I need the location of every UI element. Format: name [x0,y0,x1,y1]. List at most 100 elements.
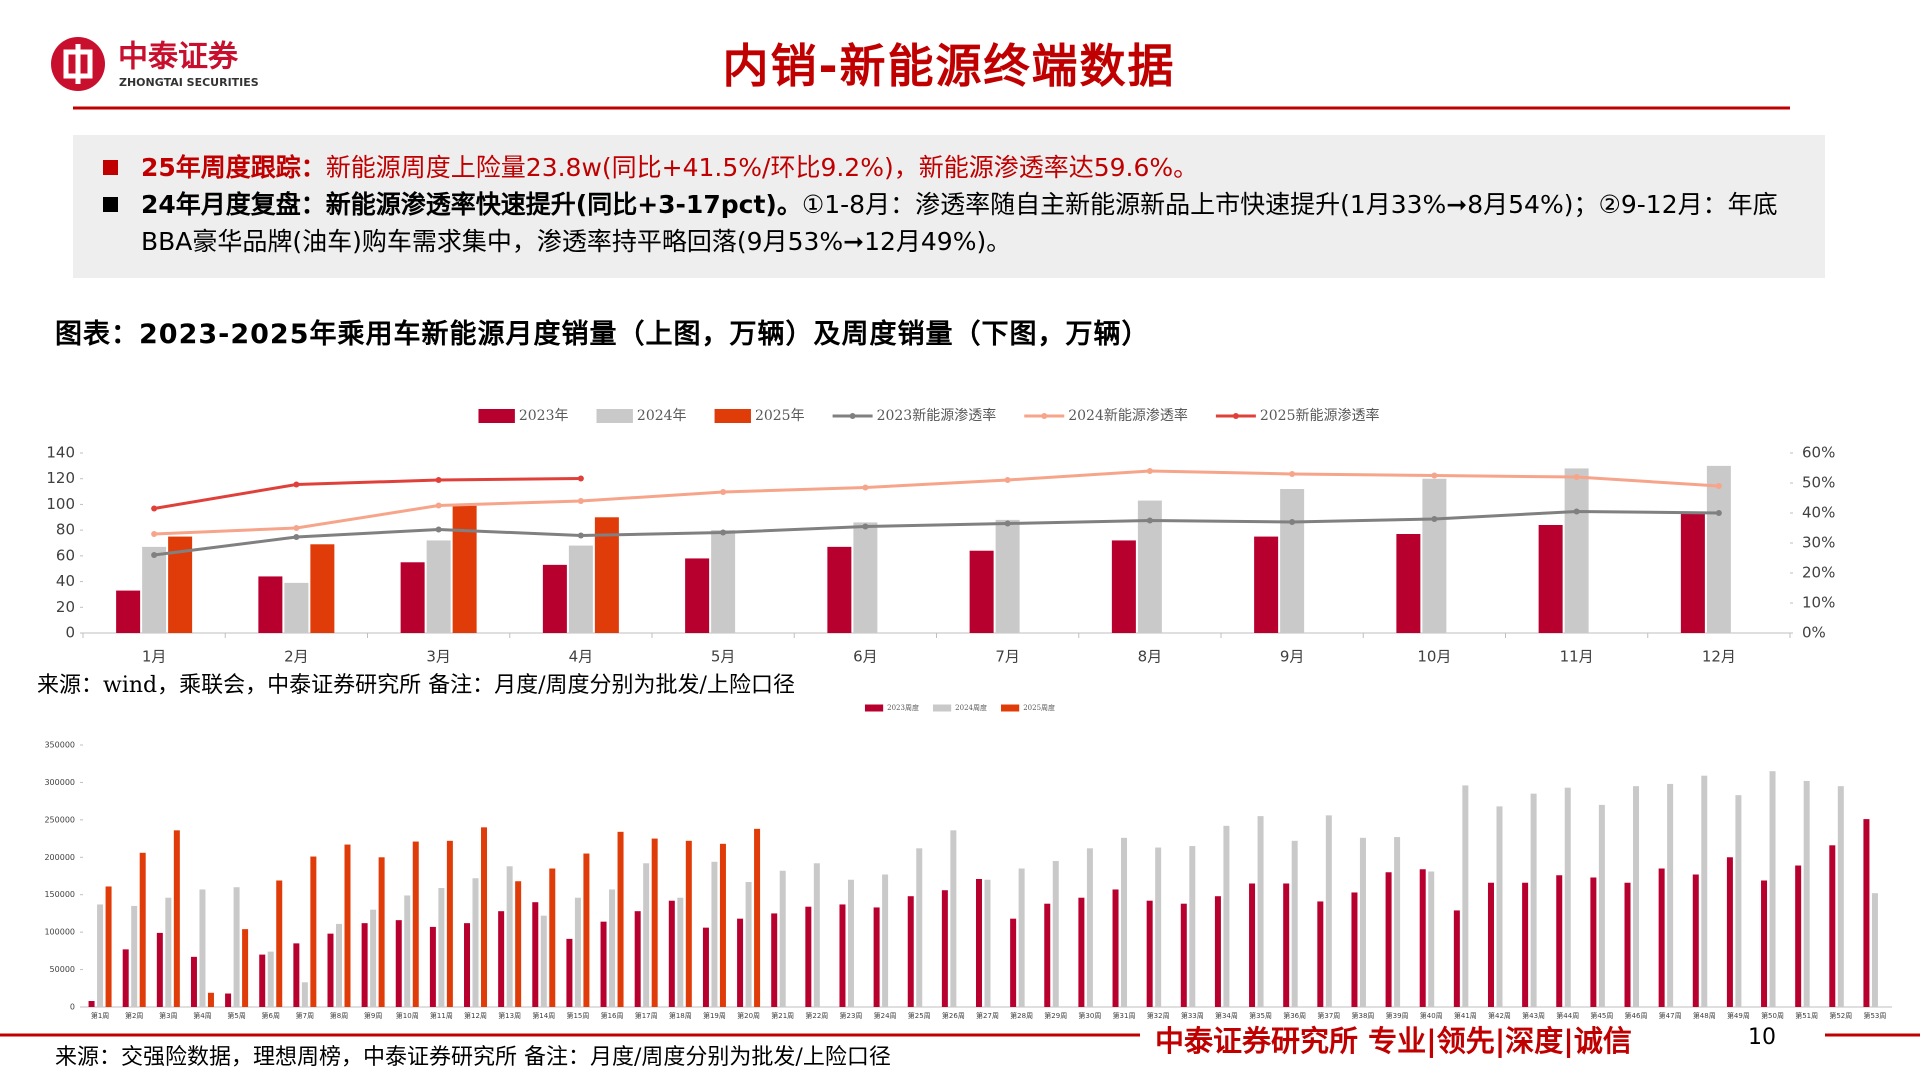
legend-swatch [478,409,515,423]
bar [1214,896,1221,1007]
bar [1761,880,1768,1007]
x-tick-label: 第10周 [396,1011,419,1020]
bar [882,874,889,1007]
x-tick-label: 第29周 [1044,1011,1067,1020]
bar [472,878,479,1007]
bar [335,923,342,1007]
bar [1078,897,1085,1007]
y2-tick-label: 20% [1802,564,1835,582]
bar [1769,771,1776,1007]
bar [1667,783,1674,1007]
x-tick-label: 第42周 [1488,1011,1511,1020]
y-tick-label: 20 [56,598,75,616]
bar [1633,786,1640,1007]
y-tick-label: 350000 [44,741,75,750]
legend-swatch [714,409,751,423]
legend-label: 2023周度 [887,703,919,712]
bar [1680,512,1705,633]
bar [1863,819,1870,1007]
bar [574,897,581,1007]
bar [1155,847,1162,1007]
bar [853,522,878,633]
bar [97,904,104,1007]
slide-title: 内销-新能源终端数据 [722,39,1176,93]
bar [515,881,522,1007]
x-tick-label: 第52周 [1829,1011,1852,1020]
bullet-marker [103,160,118,175]
bar [242,929,249,1007]
bar [301,982,308,1007]
line-point [151,552,158,558]
x-tick-label: 第36周 [1283,1011,1306,1020]
bar [1086,848,1093,1007]
line-point [293,481,300,488]
bar [1280,489,1305,633]
source-note: 来源：交强险数据，理想周榜，中泰证券研究所 备注：月度/周度分别为批发/上险口径 [55,1045,891,1070]
bar [1530,793,1537,1007]
x-tick-label: 第50周 [1761,1011,1784,1020]
y-tick-label: 40 [56,572,75,590]
bar [1052,861,1059,1007]
bar [827,546,852,633]
line-point [1146,468,1153,474]
x-tick-label: 第9周 [364,1011,382,1020]
x-tick-label: 第1周 [91,1011,109,1020]
x-tick-label: 第8周 [330,1011,348,1020]
bar [429,926,436,1007]
bar [609,889,616,1007]
bullet-marker [103,197,118,212]
bar [779,870,786,1007]
x-tick-label: 第3周 [159,1011,177,1020]
bar [190,956,197,1007]
logo-cn: 中泰证券 [118,40,239,75]
logo: 中泰证券 ZHONGTAI SECURITIES [51,37,259,91]
bar [173,830,180,1007]
bar [568,545,593,633]
bar [1254,536,1279,633]
bar [361,923,368,1007]
bar [1795,865,1802,1007]
x-tick-label: 第2周 [125,1011,143,1020]
bar [839,904,846,1007]
y2-tick-label: 50% [1802,474,1835,492]
x-tick-label: 第6周 [261,1011,279,1020]
bar [327,933,334,1007]
line-point [435,502,442,509]
bar [1359,837,1366,1007]
y-tick-label: 300000 [44,778,75,787]
line-point [720,489,727,495]
bar [1522,882,1529,1007]
x-tick-label: 5月 [711,648,736,666]
x-tick-label: 第13周 [498,1011,521,1020]
line-point [1715,483,1722,489]
x-tick-label: 第46周 [1625,1011,1648,1020]
x-tick-label: 6月 [853,648,878,666]
line-point [1573,474,1580,480]
x-tick-label: 第23周 [840,1011,863,1020]
x-tick-label: 第21周 [771,1011,794,1020]
line-point [720,529,727,536]
bar [1428,871,1435,1007]
x-tick-label: 第53周 [1863,1011,1886,1020]
bar [370,909,377,1007]
x-tick-label: 2月 [284,648,309,666]
y2-tick-label: 30% [1802,534,1835,552]
line-point [1004,477,1011,483]
bar [1146,900,1153,1007]
line-point [151,505,158,512]
x-tick-label: 第4周 [193,1011,211,1020]
line-point [1146,517,1153,524]
line-point [1431,472,1438,479]
bar [1624,882,1631,1007]
footer-slogan: 中泰证券研究所 专业|领先|深度|诚信 [1155,1024,1632,1058]
legend-swatch [596,409,633,423]
legend: 2023周度 2024周度 2025周度 [864,703,1055,712]
bar [1487,882,1494,1007]
bar [1735,795,1742,1007]
bar [464,923,471,1007]
x-tick-label: 第26周 [942,1011,965,1020]
bar [1692,874,1699,1007]
x-tick-label: 第35周 [1249,1011,1272,1020]
bar [310,544,335,633]
bar [506,866,513,1007]
